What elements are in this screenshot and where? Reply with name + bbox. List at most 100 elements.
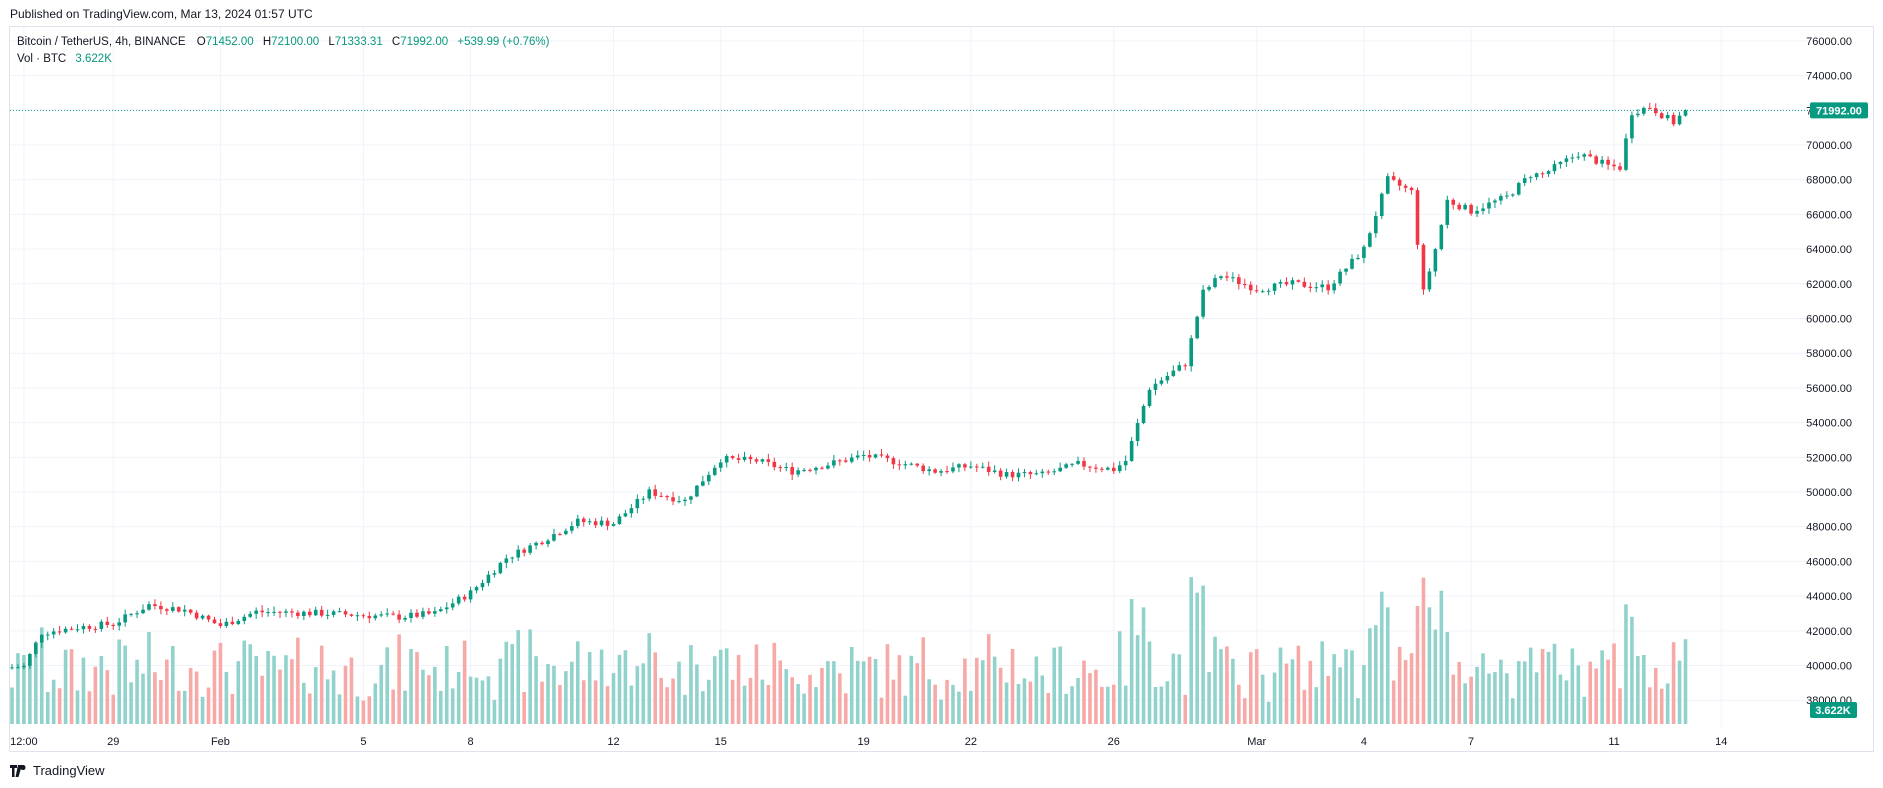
x-tick-label: 12:00 [10,736,38,748]
published-caption: Published on TradingView.com, Mar 13, 20… [10,7,313,21]
candle-body [379,614,384,616]
candle-body [349,614,354,616]
candle-body [701,481,705,486]
volume-bar [873,659,878,724]
volume-bar [313,667,318,724]
legend-low: 71333.31 [334,36,383,48]
volume-bar [1219,649,1223,724]
candle-body [980,466,985,468]
candle-body [325,614,330,616]
chart-frame[interactable] [9,26,1874,752]
candle-body [111,624,116,626]
tradingview-logo-icon [10,764,26,777]
volume-bar [427,675,431,724]
candle-body [1225,276,1229,278]
candle-body [891,458,896,465]
volume-bar [1659,688,1664,724]
candle-body [534,542,538,546]
candle-body [182,609,187,612]
candle-body [1237,277,1241,285]
volume-bar [778,660,783,724]
candle-body [1243,284,1247,286]
candle-body [927,469,931,472]
last-volume-label: 3.622K [1815,705,1851,717]
candle-body [1106,467,1110,470]
tradingview-brand[interactable]: TradingView [10,763,105,778]
volume-bar [1356,698,1360,724]
volume-bar [1374,625,1378,724]
volume-bar [474,677,479,724]
candle-body [1314,287,1319,289]
volume-bar [1111,684,1116,724]
volume-bar [444,645,449,724]
candle-body [159,605,163,610]
candle-body [1183,365,1188,367]
volume-bar [1052,647,1057,724]
volume-bar [766,685,771,724]
candle-body [1558,161,1563,165]
volume-bar [319,645,324,724]
volume-bar [159,680,163,724]
candle-body [528,545,532,553]
volume-bar [1165,681,1170,724]
last-price-badge [1810,102,1868,119]
candle-body [1475,210,1479,214]
volume-bar [897,655,902,724]
candle-body [319,609,324,616]
candle-body [843,460,848,462]
volume-bar [1260,674,1265,724]
volume-bar [409,649,413,724]
volume-bar [1028,681,1033,724]
y-tick-label: 52000.00 [1806,452,1852,464]
volume-bar [212,650,217,724]
volume-bar [1332,654,1336,724]
candle-body [1427,271,1432,290]
candle-body [1094,467,1098,469]
candle-body [1618,166,1622,170]
volume-bar [111,694,116,724]
candle-body [230,621,235,625]
candle-body [724,456,729,463]
volume-bar [397,634,401,724]
candle-body [659,495,663,497]
candle-body [921,465,925,472]
volume-bar [63,649,68,724]
volume-bar [171,646,175,724]
x-tick-label: 26 [1108,736,1120,748]
volume-bar [1094,669,1098,724]
volume-bar [290,659,294,724]
candle-body [975,466,979,468]
x-tick-label: Feb [211,736,230,748]
candle-body [1647,107,1652,109]
candle-body [1064,464,1068,468]
legend-ohlc-row: Bitcoin / TetherUS, 4h, BINANCE O71452.0… [17,34,549,51]
volume-bar [921,637,925,724]
candle-body [307,611,312,616]
volume-bar [683,694,687,724]
volume-bar [1058,646,1062,724]
price-axis: 38000.0040000.0042000.0044000.0046000.00… [1806,36,1852,707]
candle-body [129,613,133,615]
candle-body [1385,176,1390,194]
volume-bar [1385,607,1390,724]
candle-body [915,463,920,466]
candle-body [1594,156,1598,164]
candle-body [28,653,32,666]
candle-body [397,614,401,620]
candle-body [1040,471,1045,474]
volume-bar [135,659,139,724]
volume-bar [659,677,663,724]
volume-bar [1278,647,1283,724]
volume-bar [45,692,50,724]
candle-body [826,465,830,469]
volume-bar [1362,665,1366,724]
candle-body [1111,467,1116,472]
chart-legend: Bitcoin / TetherUS, 4h, BINANCE O71452.0… [17,34,549,68]
volume-bar [712,656,717,724]
volume-bar [832,661,836,724]
volume-bar [260,675,264,724]
candle-body [278,611,282,613]
candle-body [1403,185,1408,188]
volume-bar [165,659,169,724]
